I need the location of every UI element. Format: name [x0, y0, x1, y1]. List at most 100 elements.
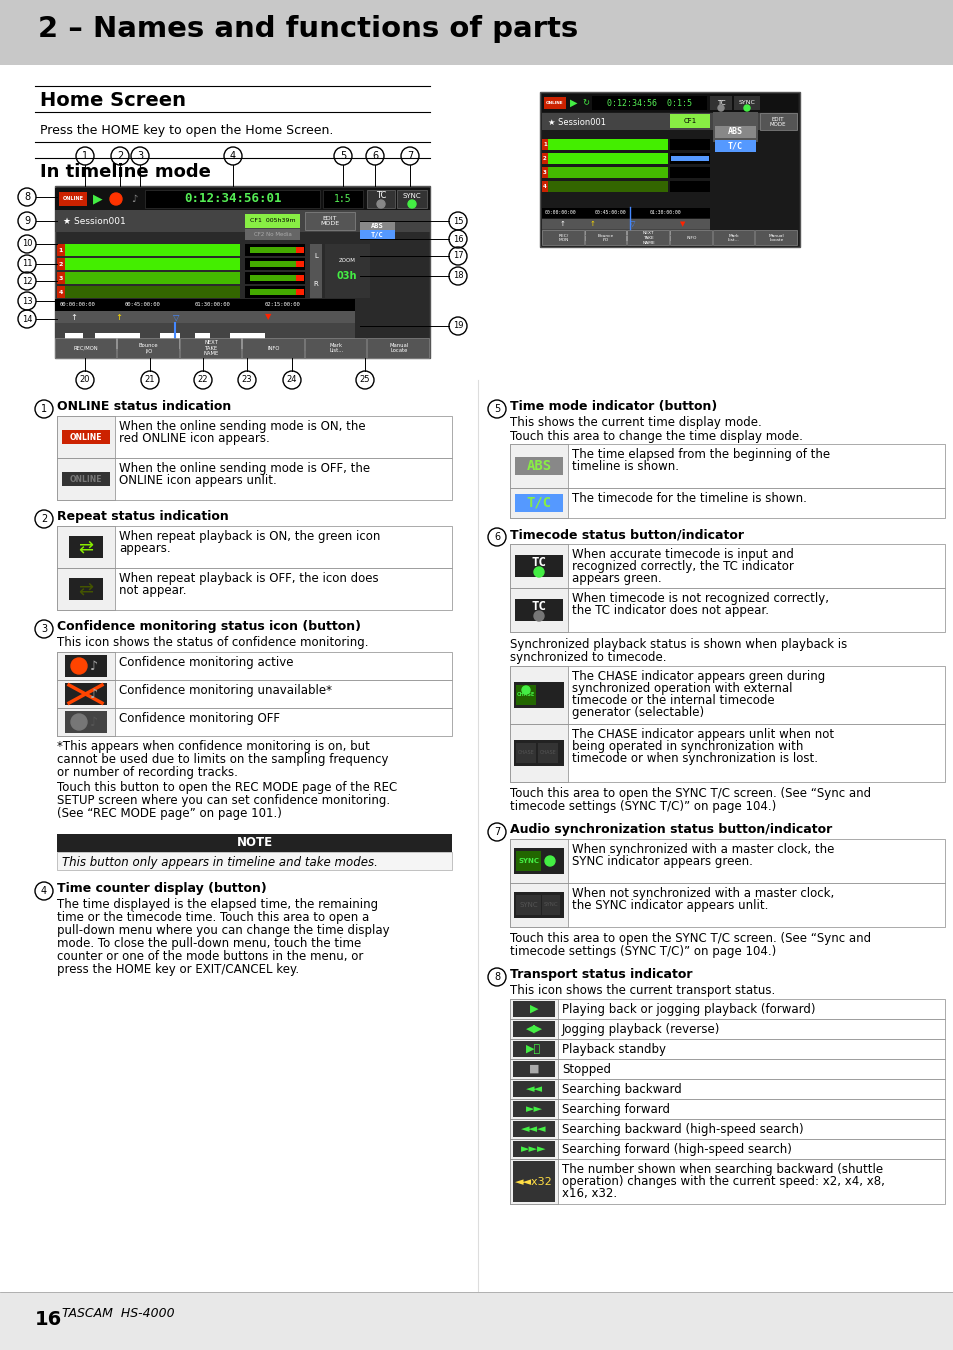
Text: 23: 23 — [241, 375, 252, 385]
Circle shape — [376, 200, 385, 208]
Bar — [57, 258, 65, 270]
Bar — [516, 743, 536, 763]
Bar — [230, 343, 254, 350]
Circle shape — [71, 657, 87, 674]
Bar — [510, 1040, 944, 1058]
Text: The number shown when searching backward (shuttle: The number shown when searching backward… — [561, 1162, 882, 1176]
Bar — [126, 190, 142, 207]
Bar — [117, 338, 179, 358]
Text: Audio synchronization status button/indicator: Audio synchronization status button/indi… — [510, 824, 831, 836]
Text: Confidence monitoring active: Confidence monitoring active — [119, 656, 294, 670]
Text: ★ Session001: ★ Session001 — [547, 117, 605, 127]
Bar — [65, 286, 240, 298]
Text: The timecode for the timeline is shown.: The timecode for the timeline is shown. — [572, 491, 806, 505]
Bar — [510, 999, 558, 1019]
Text: (See “REC MODE page” on page 101.): (See “REC MODE page” on page 101.) — [57, 807, 281, 819]
Text: 4: 4 — [59, 289, 63, 294]
Bar — [584, 236, 593, 242]
Text: recognized correctly, the TC indicator: recognized correctly, the TC indicator — [572, 560, 793, 572]
Bar — [598, 231, 613, 235]
Text: pull-down menu where you can change the time display: pull-down menu where you can change the … — [57, 923, 389, 937]
Bar — [510, 1099, 944, 1119]
Text: Searching backward: Searching backward — [561, 1083, 681, 1096]
Bar — [305, 212, 355, 230]
Bar — [250, 289, 299, 296]
Bar — [250, 261, 299, 267]
Text: CHASE: CHASE — [517, 751, 534, 756]
Text: 18: 18 — [453, 271, 463, 281]
Text: REC/MON: REC/MON — [74, 346, 98, 351]
Text: Repeat status indication: Repeat status indication — [57, 510, 229, 522]
Bar — [510, 1160, 944, 1204]
Text: timecode or the internal timecode: timecode or the internal timecode — [572, 694, 774, 707]
Bar — [59, 192, 87, 207]
Text: 14: 14 — [22, 315, 32, 324]
Bar — [57, 707, 115, 736]
Bar — [90, 190, 106, 207]
Text: Manual
Locate: Manual Locate — [768, 234, 783, 242]
Text: 1: 1 — [542, 142, 546, 147]
Bar — [242, 338, 304, 358]
Bar — [510, 544, 567, 589]
Bar — [95, 333, 130, 343]
Bar — [669, 231, 678, 235]
Text: 03h: 03h — [336, 271, 356, 281]
Bar — [57, 652, 452, 680]
Bar — [55, 298, 355, 311]
Text: 16: 16 — [35, 1310, 62, 1328]
Text: ABS: ABS — [526, 459, 551, 472]
Text: red ONLINE icon appears.: red ONLINE icon appears. — [119, 432, 270, 446]
Text: ♪: ♪ — [90, 716, 98, 729]
Text: ▶: ▶ — [529, 1004, 537, 1014]
Text: 3: 3 — [542, 170, 546, 176]
Bar — [65, 683, 107, 705]
Bar — [544, 236, 557, 242]
Bar — [55, 211, 430, 232]
Text: The time elapsed from the beginning of the: The time elapsed from the beginning of t… — [572, 448, 829, 460]
Text: 16: 16 — [453, 235, 463, 243]
Bar — [541, 95, 797, 112]
Text: 11: 11 — [22, 259, 32, 269]
Text: 00:45:00:00: 00:45:00:00 — [595, 211, 626, 216]
Text: ↑: ↑ — [70, 312, 77, 321]
Bar — [57, 416, 115, 458]
Text: SYNC: SYNC — [518, 859, 539, 864]
Bar — [712, 230, 754, 244]
Bar — [510, 1119, 558, 1139]
Bar — [510, 444, 944, 487]
Text: 3: 3 — [137, 151, 143, 161]
Bar — [254, 343, 265, 350]
Bar — [65, 258, 240, 270]
Text: 01:30:00:00: 01:30:00:00 — [194, 302, 231, 308]
Bar — [510, 724, 567, 782]
Bar — [57, 568, 115, 610]
Bar — [513, 1021, 555, 1037]
Bar — [57, 680, 115, 707]
Bar — [592, 96, 706, 109]
Text: TC: TC — [531, 601, 546, 613]
Bar — [57, 834, 452, 852]
Text: Touch this area to change the time display mode.: Touch this area to change the time displ… — [510, 431, 802, 443]
Text: In timeline mode: In timeline mode — [40, 163, 211, 181]
Text: ONLINE: ONLINE — [70, 432, 102, 441]
Circle shape — [743, 105, 749, 111]
Text: SYNC: SYNC — [402, 193, 421, 198]
Text: the TC indicator does not appear.: the TC indicator does not appear. — [572, 603, 768, 617]
Bar — [547, 139, 667, 150]
Text: Confidence monitoring status icon (button): Confidence monitoring status icon (butto… — [57, 620, 360, 633]
Text: Mark
List...: Mark List... — [329, 343, 343, 354]
Text: 6: 6 — [494, 532, 499, 541]
Bar — [396, 190, 427, 208]
Text: 00:00:00:00: 00:00:00:00 — [544, 211, 576, 216]
Bar — [367, 190, 395, 208]
Bar — [62, 431, 110, 444]
Text: SYNC: SYNC — [738, 100, 755, 105]
Text: Press the HOME key to open the Home Screen.: Press the HOME key to open the Home Scre… — [40, 124, 333, 136]
Bar — [310, 244, 322, 298]
Bar — [55, 186, 430, 358]
Text: SETUP screen where you can set confidence monitoring.: SETUP screen where you can set confidenc… — [57, 794, 390, 807]
Bar — [547, 167, 667, 178]
Text: ◀▶: ◀▶ — [525, 1025, 542, 1034]
Bar — [65, 244, 240, 256]
Bar — [510, 724, 944, 782]
